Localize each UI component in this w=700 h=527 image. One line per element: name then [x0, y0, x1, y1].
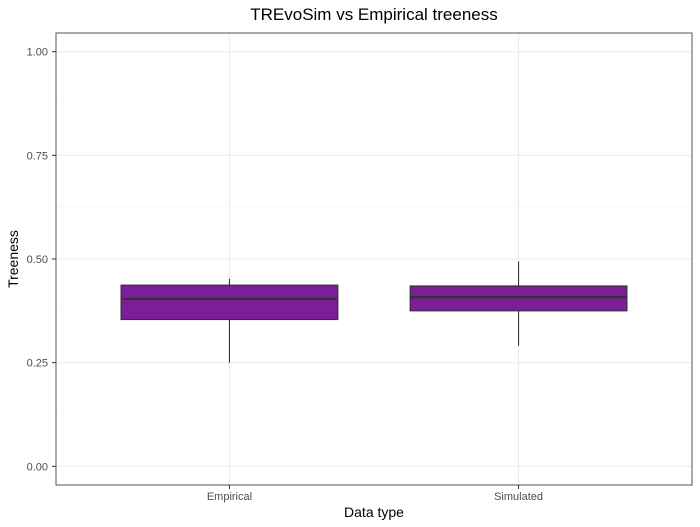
- y-axis-ticks: 0.00 0.25 0.50 0.75 1.00: [27, 47, 56, 473]
- y-tick-label: 0.50: [27, 254, 48, 266]
- chart-title: TREvoSim vs Empirical treeness: [250, 5, 498, 24]
- box-layer: [120, 261, 628, 363]
- x-axis-title: Data type: [344, 504, 404, 520]
- box-body: [120, 284, 339, 321]
- y-tick-label: 0.00: [27, 461, 48, 473]
- y-tick-label: 0.25: [27, 358, 48, 370]
- x-tick-label: Empirical: [207, 491, 252, 503]
- x-tick-label: Simulated: [494, 491, 543, 503]
- grid-layer: [56, 33, 692, 485]
- y-tick-label: 1.00: [27, 47, 48, 59]
- y-tick-label: 0.75: [27, 150, 48, 162]
- box-simulated: [409, 261, 628, 346]
- y-axis-title: Treeness: [5, 230, 21, 288]
- x-axis-ticks: Empirical Simulated: [207, 485, 543, 503]
- box-empirical: [120, 278, 339, 363]
- box-body: [409, 285, 628, 312]
